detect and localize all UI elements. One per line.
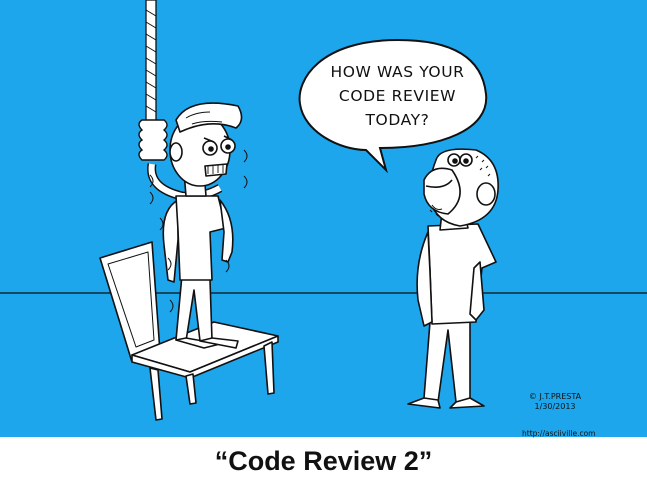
comic-illustration — [0, 0, 647, 437]
credit-date: 1/30/2013 — [534, 402, 576, 411]
artist-credit: © J.T.PRESTA 1/30/2013 — [500, 392, 610, 412]
nervous-man — [149, 102, 248, 349]
grinning-man — [407, 148, 499, 409]
comic-panel: HOW WAS YOUR CODE REVIEW TODAY? © J.T.PR… — [0, 0, 647, 437]
credit-name: © J.T.PRESTA — [528, 392, 582, 401]
source-url: http://asciiville.com — [522, 429, 596, 438]
speech-line: CODE REVIEW — [338, 87, 457, 105]
comic-caption: “Code Review 2” — [214, 446, 433, 476]
speech-line: TODAY? — [365, 111, 430, 129]
speech-line: HOW WAS YOUR — [330, 63, 465, 81]
speech-bubble — [298, 38, 488, 174]
speech-bubble-text: HOW WAS YOUR CODE REVIEW TODAY? — [310, 60, 485, 132]
